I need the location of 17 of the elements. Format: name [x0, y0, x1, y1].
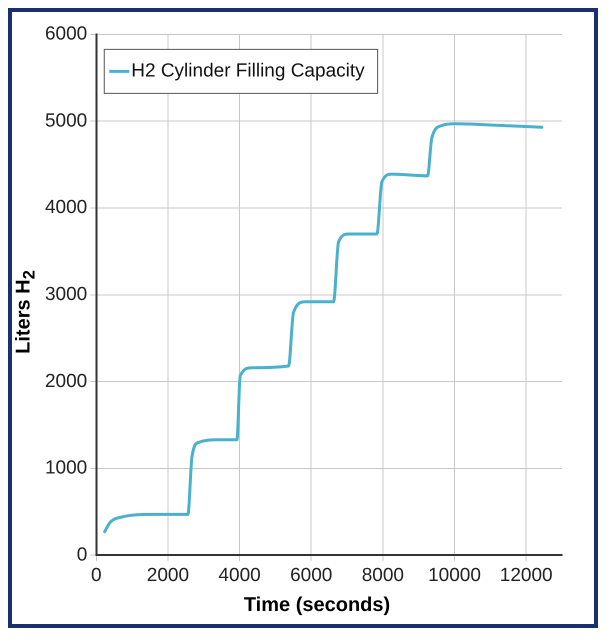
x-tick-label: 6000 [290, 564, 332, 586]
x-tick-label: 4000 [218, 564, 261, 586]
y-tick-label: 1000 [44, 458, 88, 479]
y-tick-label: 0 [76, 544, 88, 566]
x-tick-label: 2000 [146, 564, 190, 586]
y-tick-label: 5000 [44, 110, 88, 132]
x-axis-title: Time (seconds) [242, 594, 392, 617]
x-tick-label: 0 [90, 564, 102, 586]
x-tick-label: 8000 [362, 564, 404, 586]
x-tick-label: 12000 [500, 564, 553, 586]
x-tick-label: 10000 [428, 564, 481, 586]
y-tick-label: 3000 [44, 284, 88, 306]
y-tick-label: 2000 [44, 370, 88, 392]
legend-label: H2 Cylinder Filling Capacity [131, 60, 366, 82]
line-series [103, 122, 544, 534]
y-tick-label: 6000 [44, 24, 88, 45]
y-tick-label: 4000 [44, 197, 88, 218]
